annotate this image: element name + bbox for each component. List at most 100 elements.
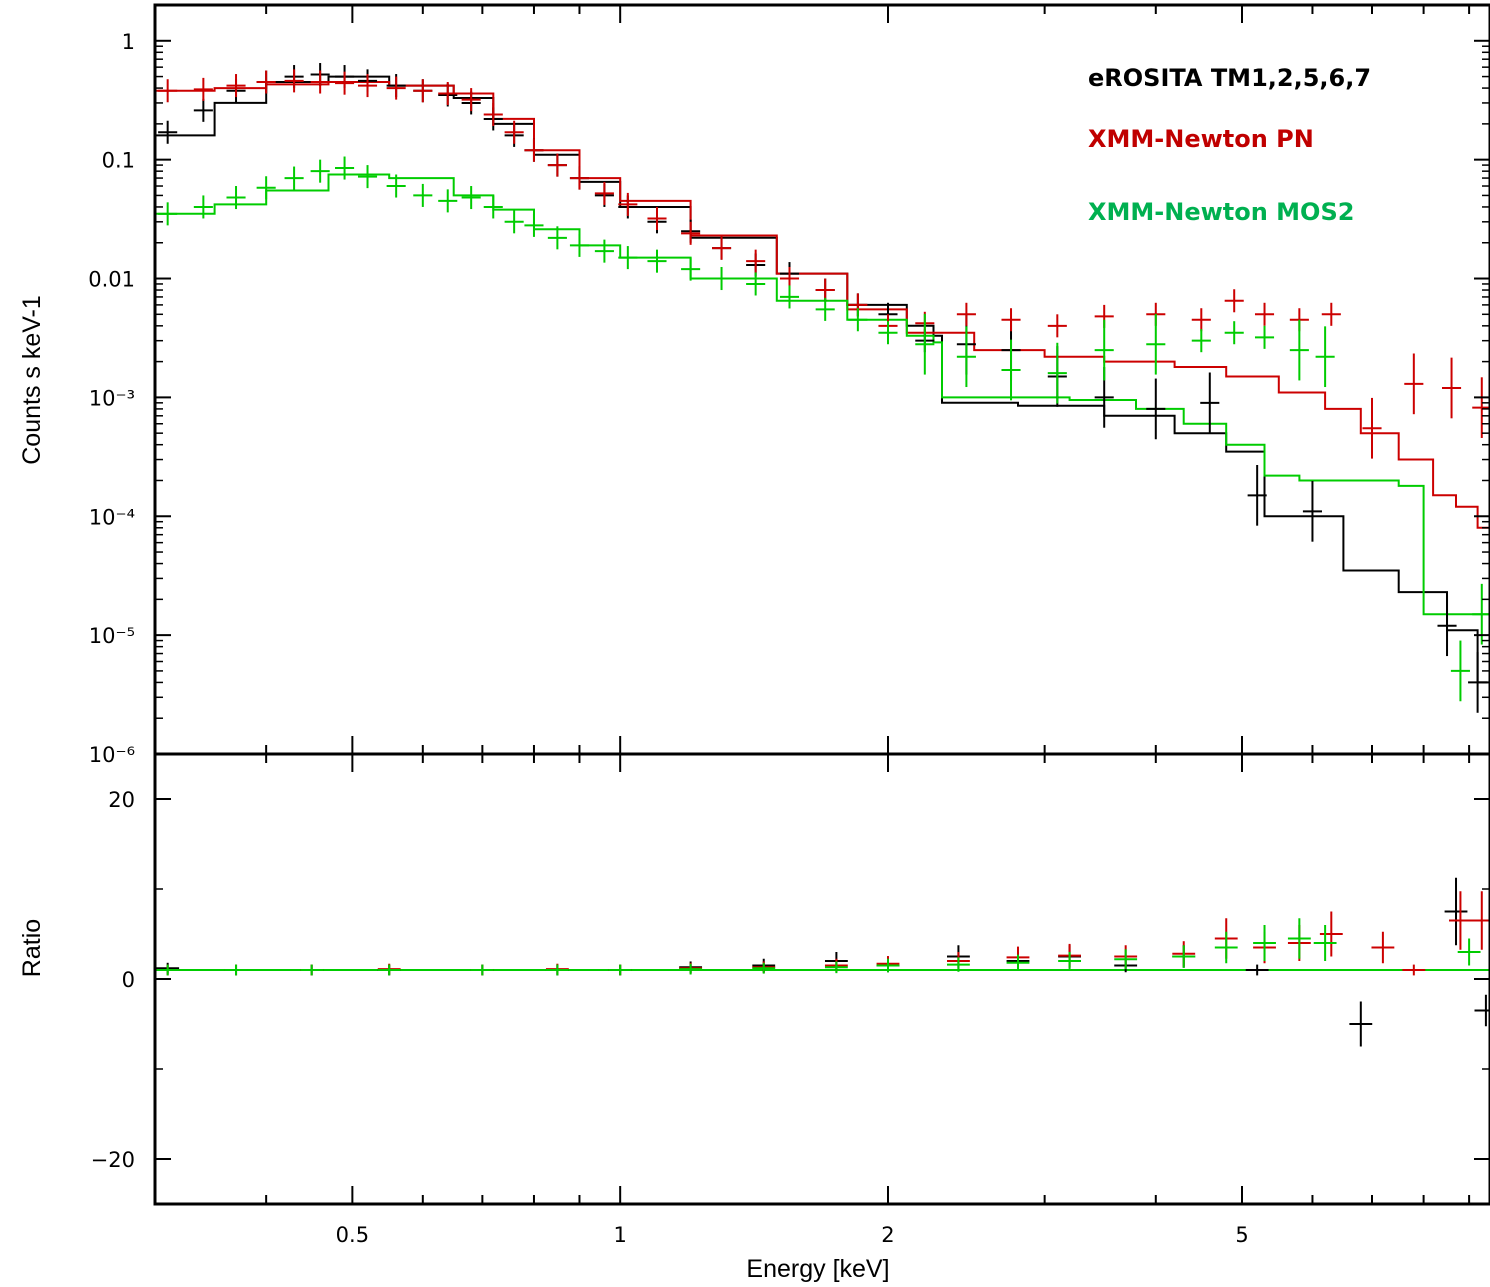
x-tick-label: 1 [613, 1223, 626, 1247]
x-tick-label: 0.5 [336, 1223, 369, 1247]
ratio-point [1287, 918, 1311, 959]
data-point [1047, 342, 1067, 404]
data-point [1224, 321, 1244, 345]
data-point [1302, 480, 1322, 542]
data-point [158, 120, 178, 144]
data-point [712, 267, 732, 291]
ratio-point [1114, 949, 1138, 970]
data-point [618, 246, 638, 270]
data-point [386, 76, 406, 100]
data-point [1472, 377, 1490, 438]
data-point [1254, 302, 1275, 326]
ratio-point [1470, 891, 1490, 950]
ratio-point [1449, 891, 1472, 950]
data-point [483, 195, 503, 219]
ratio-point [1245, 964, 1269, 976]
legend-mos2: XMM-Newton MOS2 [1088, 198, 1354, 226]
data-point [1315, 326, 1335, 388]
data-point [1001, 339, 1021, 401]
data-point [193, 195, 213, 219]
data-point [1191, 329, 1211, 353]
data-point [1146, 378, 1166, 440]
data-point [746, 249, 766, 273]
ratio-point [1444, 877, 1468, 946]
axis-ticks [154, 4, 1490, 1204]
ratio-point [300, 964, 324, 976]
ratio-point [1474, 994, 1490, 1027]
model-curve-2 [155, 173, 1490, 616]
y-tick-label-bottom: −20 [91, 1148, 135, 1172]
data-point [504, 210, 524, 234]
ratio-point [470, 964, 494, 976]
ratio-point [1214, 931, 1238, 964]
data-points [158, 63, 1490, 713]
data-point [1191, 308, 1211, 332]
data-point [226, 186, 246, 210]
data-point [256, 70, 276, 94]
y-axis-title-top: Counts s keV-1 [18, 295, 46, 465]
data-point [1254, 325, 1275, 349]
ratio-point [377, 964, 401, 976]
data-point [504, 120, 524, 144]
y-tick-label-top: 10⁻⁶ [89, 743, 135, 767]
data-point [1289, 319, 1309, 381]
data-point [310, 70, 330, 94]
ratio-point [1006, 954, 1030, 971]
data-point [712, 236, 732, 260]
ratio-points [156, 877, 1490, 1047]
data-point [1001, 308, 1021, 332]
ratio-point [679, 963, 703, 975]
data-point [1450, 640, 1470, 702]
data-point [1146, 313, 1166, 375]
data-point [357, 74, 378, 98]
ratio-point [1402, 964, 1426, 976]
data-point [848, 308, 868, 332]
data-point [1321, 302, 1341, 326]
data-point [158, 202, 178, 226]
ratio-point [1253, 925, 1276, 961]
ratio-point [752, 962, 776, 974]
data-point [193, 98, 213, 122]
data-point [357, 165, 378, 189]
data-point [335, 71, 355, 95]
data-point [594, 239, 614, 263]
data-point [310, 159, 330, 183]
data-point [878, 321, 898, 345]
ratio-point [876, 958, 900, 973]
y-tick-label-top: 0.1 [102, 149, 135, 173]
data-point [438, 82, 458, 106]
data-point [547, 153, 567, 177]
data-point [681, 257, 701, 281]
data-point [681, 221, 701, 245]
data-point [815, 278, 835, 302]
data-point [1442, 357, 1462, 419]
ratio-point [1371, 931, 1395, 964]
data-point [647, 206, 667, 230]
data-point [1047, 314, 1067, 338]
legend-pn: XMM-Newton PN [1088, 125, 1314, 153]
data-point [284, 69, 304, 93]
y-tick-label-bottom: 20 [108, 788, 135, 812]
y-tick-label-top: 10⁻⁵ [89, 624, 135, 648]
data-point [524, 213, 544, 237]
x-tick-label: 5 [1235, 1223, 1248, 1247]
ratio-point [224, 964, 248, 976]
data-point [461, 186, 481, 210]
ratio-point [545, 964, 569, 976]
data-point [956, 326, 976, 388]
data-point [413, 183, 433, 207]
ratio-point [1319, 911, 1343, 957]
data-point [915, 313, 935, 375]
data-point [1362, 397, 1382, 459]
ratio-point [824, 961, 848, 974]
x-tick-label: 2 [881, 1223, 894, 1247]
y-axis-title-bottom: Ratio [18, 919, 46, 977]
model-curve-0 [155, 75, 1490, 684]
bottom-panel-frame [153, 752, 1490, 1206]
data-point [1247, 464, 1267, 526]
data-point [618, 192, 638, 216]
data-point [413, 79, 433, 103]
data-point [193, 77, 213, 101]
data-point [779, 285, 800, 309]
